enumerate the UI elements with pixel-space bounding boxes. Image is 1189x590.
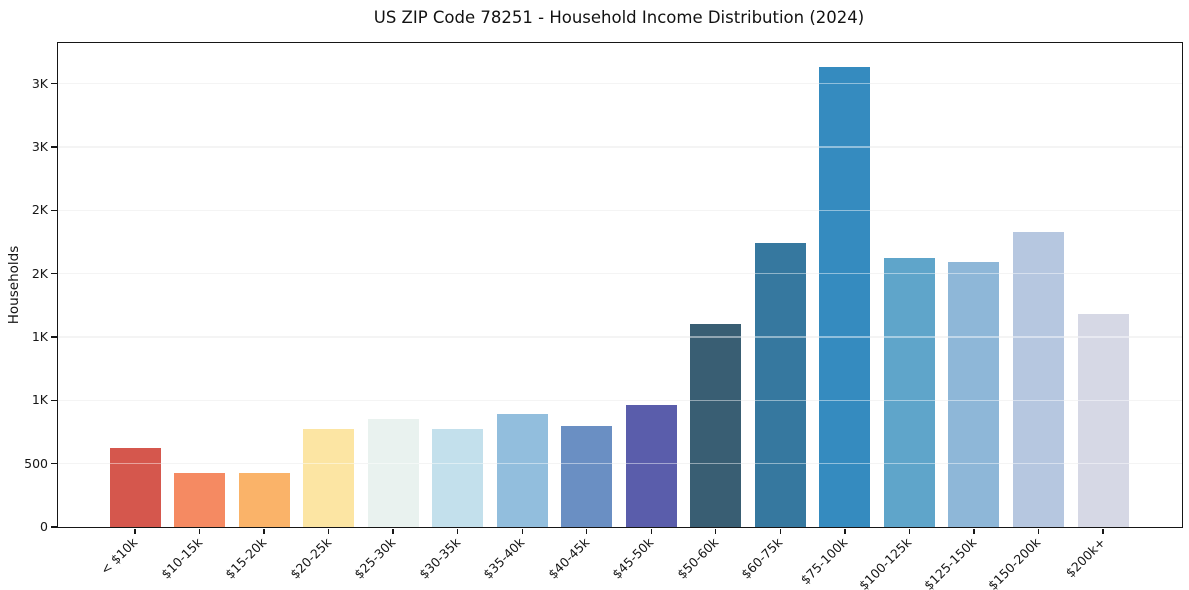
bar: [625, 405, 677, 527]
y-tick: [51, 146, 57, 148]
x-tick: [586, 529, 588, 534]
bar: [1012, 231, 1064, 527]
x-tick: [1037, 529, 1040, 534]
x-tick: [198, 529, 201, 534]
gridline-overlay: [58, 273, 1182, 275]
y-tick-label: 1K: [31, 328, 48, 344]
y-tick-label: 3K: [31, 75, 48, 91]
y-tick: [51, 272, 57, 275]
x-tick: [779, 529, 782, 534]
chart-title: US ZIP Code 78251 - Household Income Dis…: [373, 8, 865, 27]
gridline-overlay: [58, 399, 1182, 401]
plot-area: 0 500 1K 1K 2K 2K 3K 3K < $10k $10-15k $15-20k $20-…: [24, 42, 1183, 590]
gridline: [58, 399, 1182, 401]
gridline: [58, 336, 1182, 338]
gridline-overlay: [58, 209, 1182, 211]
x-tick: [392, 529, 394, 534]
gridline: [58, 83, 1182, 85]
y-tick-label: 1K: [31, 392, 48, 408]
x-tick: [973, 529, 975, 534]
bar: [238, 473, 290, 527]
gridline: [58, 463, 1182, 465]
y-axis-label: Households: [6, 245, 22, 325]
y-tick: [51, 209, 57, 211]
y-tick-label: 3K: [31, 138, 48, 154]
x-tick-label: < $10k: [97, 534, 141, 578]
bar: [367, 418, 419, 527]
bar: [432, 429, 484, 527]
bar: [1077, 314, 1129, 527]
x-tick: [715, 529, 717, 534]
bar: [948, 262, 1000, 527]
gridline-overlay: [58, 336, 1182, 338]
y-tick-label: 2K: [31, 202, 48, 218]
gridline: [58, 273, 1182, 275]
bar: [496, 413, 548, 527]
y-tick: [51, 336, 57, 338]
x-tick: [908, 529, 911, 534]
gridline-overlay: [58, 83, 1182, 85]
y-tick-label: 0: [40, 519, 48, 534]
bar: [754, 243, 806, 527]
y-tick-label: 2K: [31, 265, 48, 281]
x-tick: [844, 529, 846, 534]
x-tick: [521, 529, 523, 534]
y-tick: [51, 526, 57, 528]
x-tick: [650, 529, 652, 534]
gridline: [58, 209, 1182, 211]
gridline: [58, 146, 1182, 148]
y-tick: [51, 399, 57, 401]
bar: [109, 448, 161, 527]
y-tick: [51, 462, 57, 465]
bar: [174, 472, 226, 527]
x-tick: [456, 529, 459, 534]
gridline-overlay: [58, 146, 1182, 148]
gridline-overlay: [58, 463, 1182, 465]
y-tick-label: 500: [24, 455, 48, 471]
x-tick: [1102, 529, 1104, 534]
bar: [883, 258, 935, 527]
bar: [561, 425, 613, 527]
x-tick: [263, 529, 265, 534]
x-tick: [134, 529, 136, 534]
bar: [819, 67, 871, 527]
bar: [303, 429, 355, 527]
y-tick: [51, 82, 57, 85]
bar: [690, 324, 742, 527]
x-tick: [327, 529, 330, 534]
